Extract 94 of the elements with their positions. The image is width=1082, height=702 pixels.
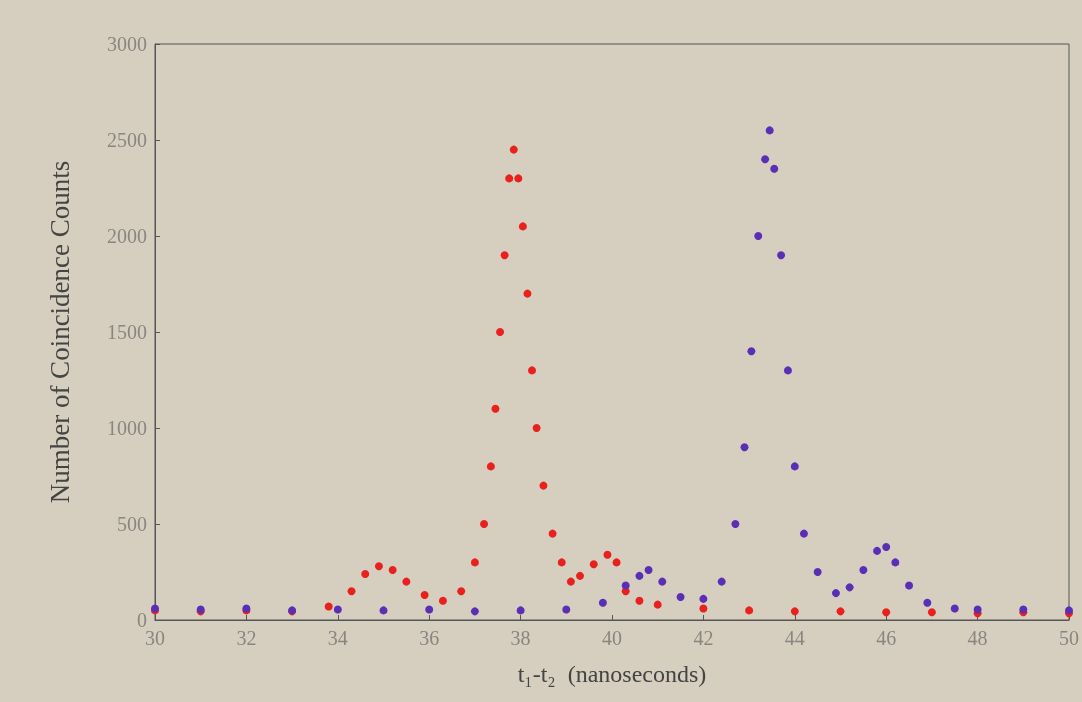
point bbox=[973, 605, 982, 614]
x-tick-label: 40 bbox=[602, 627, 622, 649]
point bbox=[491, 404, 500, 413]
point bbox=[539, 481, 548, 490]
point bbox=[388, 566, 397, 575]
point bbox=[566, 577, 575, 586]
point bbox=[770, 164, 779, 173]
y-tick-label: 0 bbox=[137, 609, 147, 631]
point bbox=[927, 608, 936, 617]
point bbox=[480, 520, 489, 528]
y-tick-label: 2500 bbox=[107, 129, 147, 151]
y-tick-label: 500 bbox=[117, 513, 147, 535]
x-axis-title: t₁-t₂ (nanoseconds) bbox=[517, 661, 707, 687]
point bbox=[882, 543, 891, 552]
point bbox=[783, 366, 792, 375]
x-tick-label: 36 bbox=[419, 627, 440, 649]
point bbox=[509, 145, 518, 154]
y-tick-label: 3000 bbox=[107, 33, 147, 55]
point bbox=[747, 347, 756, 356]
point bbox=[562, 605, 571, 614]
point bbox=[470, 607, 479, 616]
point bbox=[333, 605, 342, 614]
point bbox=[644, 566, 653, 575]
point bbox=[731, 520, 740, 528]
point bbox=[361, 569, 370, 578]
point bbox=[635, 571, 644, 580]
point bbox=[518, 222, 527, 231]
point bbox=[905, 581, 914, 590]
point bbox=[740, 443, 749, 452]
point bbox=[882, 608, 891, 617]
y-axis-title: Number of Coincidence Counts bbox=[44, 160, 75, 504]
point bbox=[790, 607, 799, 616]
y-tick-label: 2000 bbox=[107, 225, 147, 247]
point bbox=[836, 607, 845, 616]
point bbox=[653, 600, 662, 609]
point bbox=[557, 558, 566, 567]
point bbox=[813, 568, 822, 576]
point bbox=[950, 604, 959, 613]
x-tick-label: 44 bbox=[784, 627, 805, 649]
point bbox=[635, 596, 644, 605]
point bbox=[891, 558, 900, 567]
point bbox=[532, 424, 541, 432]
x-tick-label: 50 bbox=[1059, 627, 1079, 649]
point bbox=[324, 602, 333, 611]
point bbox=[347, 587, 356, 596]
point bbox=[523, 289, 532, 298]
x-tick-label: 46 bbox=[876, 627, 897, 649]
point bbox=[621, 581, 630, 590]
point bbox=[676, 592, 685, 601]
point bbox=[790, 462, 799, 471]
point bbox=[603, 550, 612, 559]
x-tick-label: 34 bbox=[327, 627, 348, 649]
point bbox=[420, 591, 429, 600]
point bbox=[699, 594, 708, 603]
point bbox=[548, 529, 557, 538]
point bbox=[516, 606, 525, 615]
point bbox=[598, 598, 607, 607]
x-tick-label: 48 bbox=[967, 627, 988, 649]
point bbox=[374, 562, 383, 571]
x-tick-label: 30 bbox=[145, 627, 165, 649]
x-tick-label: 32 bbox=[236, 627, 257, 649]
point bbox=[873, 546, 882, 555]
point bbox=[402, 577, 411, 586]
point bbox=[486, 462, 495, 471]
point bbox=[831, 589, 840, 598]
x-tick-label: 42 bbox=[693, 627, 714, 649]
point bbox=[514, 174, 523, 183]
y-tick-label: 1500 bbox=[107, 321, 147, 343]
point bbox=[699, 604, 708, 613]
point bbox=[425, 605, 434, 614]
point bbox=[505, 174, 514, 183]
point bbox=[765, 126, 774, 135]
point bbox=[717, 577, 726, 586]
point bbox=[470, 558, 479, 567]
point bbox=[589, 560, 598, 569]
point bbox=[754, 232, 763, 240]
point bbox=[923, 598, 932, 607]
point bbox=[612, 558, 621, 567]
point bbox=[777, 251, 786, 260]
point bbox=[457, 587, 466, 596]
y-tick-label: 1000 bbox=[107, 417, 147, 439]
point bbox=[496, 328, 505, 336]
point bbox=[745, 606, 754, 615]
point bbox=[799, 529, 808, 538]
point bbox=[845, 583, 854, 592]
point bbox=[576, 571, 585, 580]
point bbox=[761, 155, 770, 164]
point bbox=[500, 251, 509, 260]
point bbox=[658, 577, 667, 586]
point bbox=[379, 606, 388, 615]
x-tick-label: 38 bbox=[510, 627, 531, 649]
point bbox=[859, 566, 868, 575]
point bbox=[528, 366, 537, 375]
point bbox=[438, 596, 447, 605]
